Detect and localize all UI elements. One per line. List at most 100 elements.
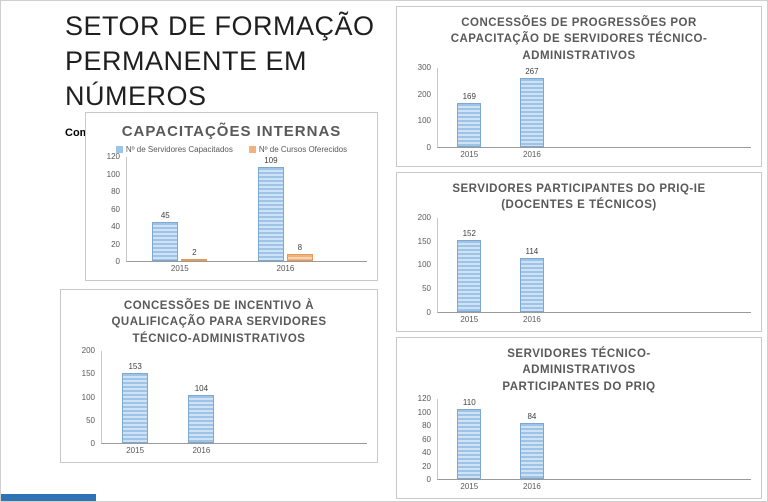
- y-tick-label: 60: [422, 434, 431, 444]
- chart-panel-tecnico-administrativos-priq: SERVIDORES TÉCNICO-ADMINISTRATIVOS PARTI…: [396, 337, 762, 499]
- bar-value-label: 110: [462, 397, 476, 407]
- bar-wrap: 110: [457, 397, 482, 479]
- y-axis: 0 20 40 60 80 100 120: [96, 153, 126, 266]
- x-category-label: 2016: [192, 446, 211, 455]
- chart-panel-priq-ie: SERVIDORES PARTICIPANTES DO PRIQ-IE (DOC…: [396, 172, 762, 332]
- bar-wrap: 114: [519, 218, 544, 312]
- bar-2016-blue: [188, 395, 215, 443]
- legend-swatch-blue: [115, 146, 123, 154]
- chart-title: CONCESSÕES DE PROGRESSÕES POR CAPACITAÇÃ…: [450, 17, 708, 62]
- bar-2015-blue: [152, 222, 179, 261]
- bar-value-label: 84: [527, 412, 537, 421]
- bar-2015-blue: [457, 240, 482, 312]
- bar-group: 45 2 2015: [152, 157, 208, 273]
- plot-area: 152 2015 114 2016: [437, 217, 751, 324]
- bar-2015-orange: [181, 259, 208, 261]
- bar-value-label: 8: [297, 243, 303, 253]
- y-axis: 0 50 100 150 200: [71, 346, 101, 447]
- bar-2016-blue: [257, 167, 284, 261]
- y-tick-label: 50: [86, 415, 95, 425]
- chart-title: SERVIDORES PARTICIPANTES DO PRIQ-IE (DOC…: [452, 183, 706, 212]
- y-tick-label: 100: [417, 116, 431, 126]
- chart-legend: Nº de Servidores Capacitados Nº de Cursos…: [96, 145, 367, 154]
- y-axis: 0 20 40 60 80 100 120: [407, 394, 437, 483]
- bar-wrap: 8: [286, 157, 313, 261]
- x-category-label: 2016: [522, 482, 541, 491]
- x-category-label: 2015: [460, 150, 479, 159]
- y-tick-label: 60: [111, 204, 120, 214]
- y-tick-label: 0: [90, 439, 95, 448]
- y-tick-label: 80: [422, 421, 431, 430]
- y-tick-label: 100: [417, 407, 431, 417]
- y-tick-label: 150: [417, 236, 431, 246]
- x-category-label: 2015: [170, 264, 189, 273]
- bar-group: 153 2015: [122, 351, 149, 455]
- x-category-label: 2016: [522, 150, 541, 159]
- y-tick-label: 200: [81, 345, 95, 355]
- chart-title: CONCESSÕES DE INCENTIVO À QUALIFICAÇÃO P…: [111, 300, 327, 345]
- chart-body: 0 100 200 300 169 2015 267 2016: [407, 63, 751, 159]
- x-category-label: 2015: [460, 315, 479, 324]
- x-category-label: 2015: [460, 482, 479, 491]
- y-tick-label: 80: [111, 187, 120, 197]
- slide-title-line2: PERMANENTE EM NÚMEROS: [65, 46, 308, 111]
- bar-wrap: 2: [181, 157, 208, 261]
- bar-groups: 169 2015 267 2016: [438, 67, 563, 159]
- slide-title-line1: SETOR DE FORMAÇÃO: [65, 11, 375, 41]
- legend-label: Nº de Servidores Capacitados: [125, 145, 233, 155]
- legend-swatch-orange: [248, 146, 256, 154]
- legend-item: Nº de Servidores Capacitados: [115, 145, 233, 155]
- plot-area: 45 2 2015 109 8 2016: [126, 156, 367, 273]
- bar-wrap: 45: [152, 157, 179, 261]
- bar-group: 152 2015: [457, 218, 482, 324]
- y-tick-label: 20: [111, 239, 120, 249]
- y-tick-label: 200: [417, 212, 431, 222]
- bar-wrap: 169: [457, 68, 482, 147]
- y-tick-label: 100: [106, 169, 120, 179]
- bar-2015-blue: [457, 102, 482, 147]
- bar-value-label: 153: [128, 361, 142, 371]
- bar-groups: 45 2 2015 109 8 2016: [127, 156, 338, 273]
- y-tick-label: 40: [111, 222, 120, 232]
- bar-2015-blue: [457, 408, 482, 479]
- bar-value-label: 109: [264, 156, 278, 166]
- y-tick-label: 100: [81, 392, 95, 402]
- bar-group: 267 2016: [519, 67, 544, 159]
- bar-wrap: 84: [519, 399, 544, 479]
- chart-body: 0 50 100 150 200 152 2015 114 2016: [407, 213, 751, 324]
- bar-value-label: 169: [462, 91, 476, 101]
- bar-group: 114 2016: [519, 218, 544, 324]
- footer-accent-bar: [1, 494, 96, 501]
- x-category-label: 2015: [126, 446, 145, 455]
- y-tick-label: 20: [422, 461, 431, 471]
- chart-panel-capacitacoes-internas: CAPACITAÇÕES INTERNAS Nº de Servidores C…: [85, 112, 378, 281]
- chart-body: 0 20 40 60 80 100 120 110 2015 84 2016: [407, 394, 751, 491]
- chart-body: 0 20 40 60 80 100 120 45 2 2015 109 8 2016: [96, 153, 367, 273]
- bar-2016-blue: [519, 258, 544, 312]
- y-tick-label: 40: [422, 448, 431, 457]
- plot-area: 110 2015 84 2016: [437, 397, 751, 491]
- y-axis: 0 50 100 150 200: [407, 213, 437, 316]
- y-axis: 0 100 200 300: [407, 63, 437, 151]
- bar-2016-blue: [519, 423, 544, 479]
- bar-2015-blue: [122, 372, 149, 443]
- bar-groups: 153 2015 104 2016: [102, 351, 235, 455]
- bar-2016-orange: [286, 254, 313, 261]
- chart-panel-incentivo-qualificacao: CONCESSÕES DE INCENTIVO À QUALIFICAÇÃO P…: [60, 289, 378, 463]
- bar-groups: 152 2015 114 2016: [438, 218, 563, 324]
- bar-wrap: 109: [257, 156, 284, 261]
- plot-area: 169 2015 267 2016: [437, 67, 751, 159]
- y-tick-label: 120: [106, 152, 120, 162]
- bar-group: 169 2015: [457, 68, 482, 159]
- y-tick-label: 0: [426, 143, 431, 152]
- bar-wrap: 104: [188, 351, 215, 443]
- bar-2016-blue: [519, 77, 544, 147]
- y-tick-label: 0: [115, 257, 120, 266]
- x-category-label: 2016: [276, 264, 295, 273]
- bar-value-label: 2: [192, 248, 197, 257]
- y-tick-label: 0: [426, 475, 431, 484]
- chart-title: SERVIDORES TÉCNICO-ADMINISTRATIVOS PARTI…: [502, 348, 656, 393]
- bar-group: 109 8 2016: [257, 156, 313, 273]
- bar-wrap: 152: [457, 218, 482, 312]
